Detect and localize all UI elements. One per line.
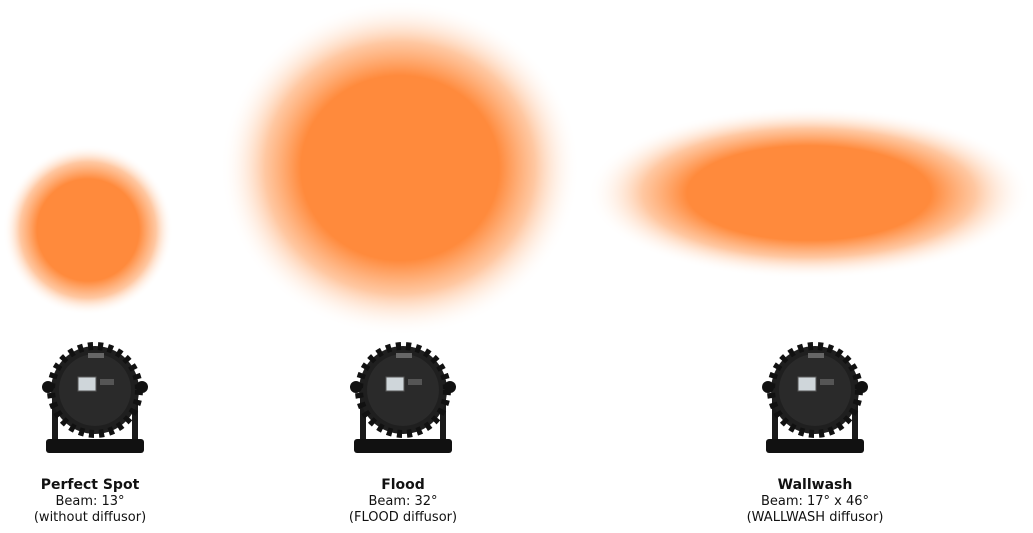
caption-perfect-spot: Perfect Spot Beam: 13° (without diffusor… [10,476,170,526]
caption-diffusor: (FLOOD diffusor) [348,510,458,525]
caption-title: Wallwash [777,477,853,493]
caption-flood: Flood Beam: 32° (FLOOD diffusor) [318,476,488,526]
beam-spot-flood [220,0,580,336]
caption-title: Flood [381,477,425,493]
caption-diffusor: (without diffusor) [33,510,147,525]
caption-title: Perfect Spot [40,477,140,493]
caption-beam: Beam: 13° [55,494,125,509]
light-fixture-icon [42,342,148,453]
light-fixture-icon [762,342,868,453]
beam-spot-perfect-spot [3,145,173,315]
caption-diffusor: (WALLWASH diffusor) [746,510,884,525]
caption-beam: Beam: 17° x 46° [760,494,870,509]
caption-wallwash: Wallwash Beam: 17° x 46° (WALLWASH diffu… [720,476,910,526]
beam-spot-wallwash [587,107,1031,279]
caption-beam: Beam: 32° [368,494,438,509]
light-fixture-icon [350,342,456,453]
